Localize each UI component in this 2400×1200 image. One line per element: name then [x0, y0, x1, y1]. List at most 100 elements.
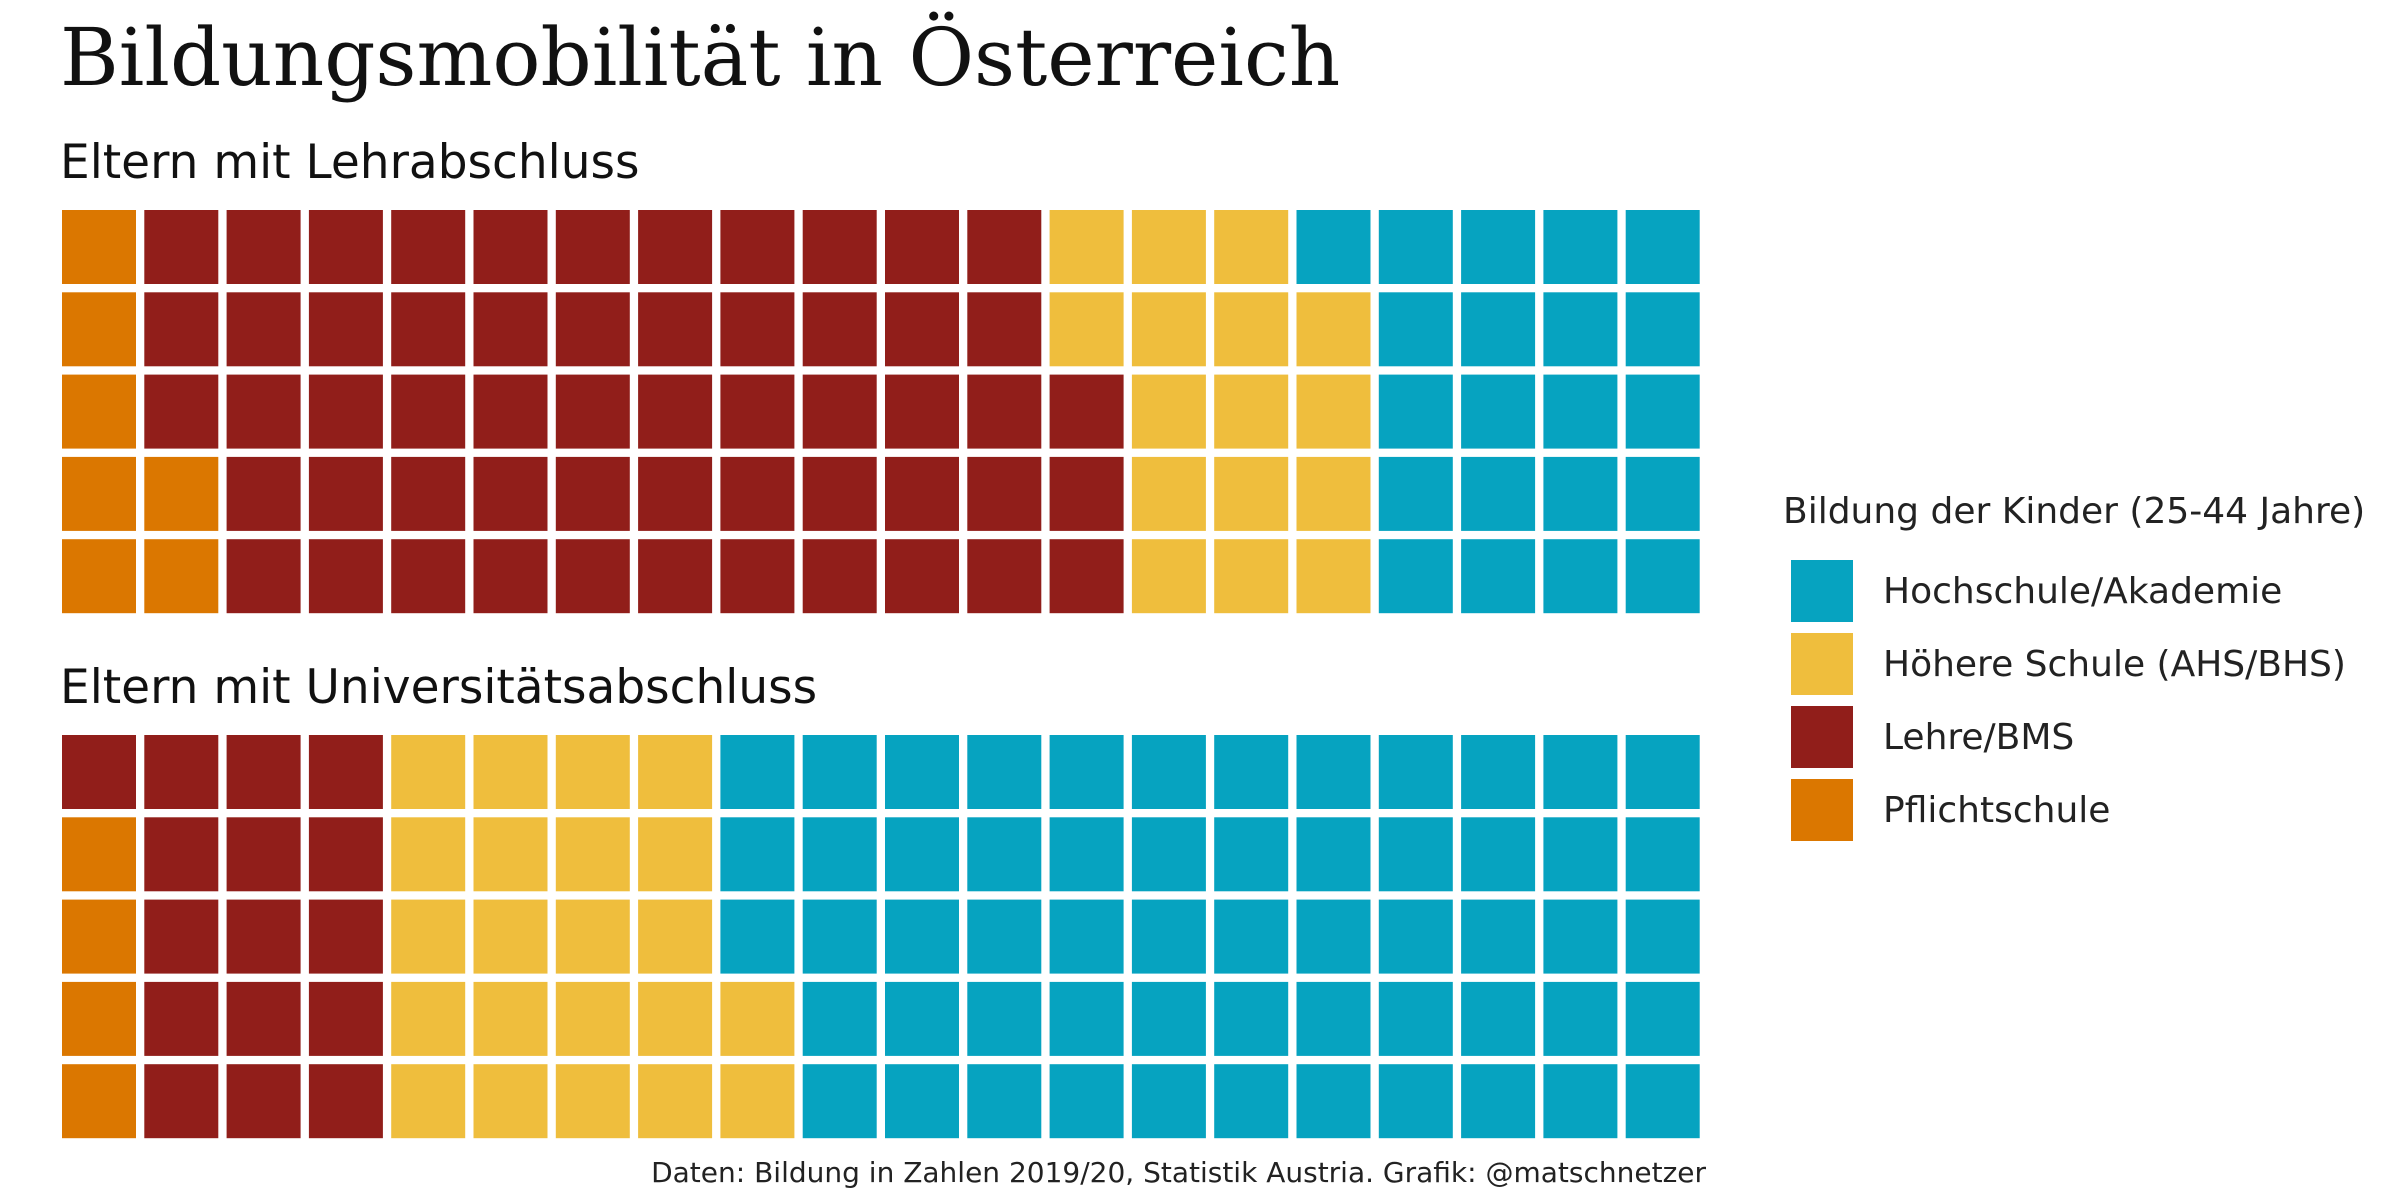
waffle-cell-hochschule [1379, 817, 1453, 891]
legend-swatch-lehre [1791, 706, 1853, 768]
waffle-cell-lehre [227, 900, 301, 974]
waffle-cell-lehre [309, 210, 383, 284]
waffle-cell-lehre [227, 457, 301, 531]
waffle-cell-hoehere [391, 1064, 465, 1138]
waffle-cell-lehre [144, 210, 218, 284]
waffle-cell-lehre [967, 457, 1041, 531]
waffle-cell-hoehere [1132, 457, 1206, 531]
waffle-cell-lehre [309, 1064, 383, 1138]
waffle-cell-hochschule [1543, 900, 1617, 974]
waffle-cell-hochschule [1461, 210, 1535, 284]
waffle-cell-lehre [227, 292, 301, 366]
waffle-cell-hochschule [1297, 817, 1371, 891]
waffle-cell-hoehere [1297, 375, 1371, 449]
waffle-cell-pflicht [62, 375, 136, 449]
waffle-cell-lehre [474, 457, 548, 531]
waffle-cell-lehre [391, 292, 465, 366]
waffle-cell-lehre [144, 292, 218, 366]
waffle-cell-lehre [967, 210, 1041, 284]
legend-label-hoehere-schule: Höhere Schule (AHS/BHS) [1883, 641, 2346, 689]
waffle-cell-hochschule [720, 900, 794, 974]
waffle-cell-pflicht [62, 1064, 136, 1138]
waffle-cell-hochschule [803, 1064, 877, 1138]
waffle-cell-hochschule [1214, 900, 1288, 974]
waffle-cell-lehre [885, 210, 959, 284]
waffle-cell-lehre [391, 539, 465, 613]
waffle-cell-pflicht [144, 457, 218, 531]
waffle-cell-hoehere [391, 735, 465, 809]
waffle-cell-hochschule [720, 817, 794, 891]
waffle-cell-hoehere [391, 817, 465, 891]
waffle-cell-pflicht [62, 900, 136, 974]
waffle-cell-hoehere [1214, 292, 1288, 366]
waffle-cell-lehre [638, 539, 712, 613]
waffle-cell-hochschule [1543, 292, 1617, 366]
panel-title-lehrabschluss: Eltern mit Lehrabschluss [60, 133, 640, 193]
waffle-cell-lehre [309, 292, 383, 366]
waffle-cell-hoehere [720, 1064, 794, 1138]
waffle-cell-hochschule [1543, 457, 1617, 531]
waffle-cell-lehre [474, 292, 548, 366]
legend-swatch-hoehere-schule [1791, 633, 1853, 695]
waffle-cell-lehre [227, 1064, 301, 1138]
waffle-cell-hochschule [885, 1064, 959, 1138]
waffle-cell-hochschule [967, 735, 1041, 809]
waffle-cell-lehre [309, 539, 383, 613]
waffle-cell-lehre [803, 457, 877, 531]
waffle-cell-hochschule [1132, 817, 1206, 891]
waffle-cell-lehre [803, 375, 877, 449]
page-title: Bildungsmobilität in Österreich [60, 8, 1340, 108]
waffle-cell-hochschule [967, 1064, 1041, 1138]
waffle-cell-hoehere [1297, 292, 1371, 366]
waffle-cell-hochschule [720, 735, 794, 809]
waffle-cell-hochschule [1543, 817, 1617, 891]
waffle-cell-hochschule [1626, 375, 1700, 449]
waffle-cell-lehre [638, 210, 712, 284]
waffle-cell-lehre [885, 375, 959, 449]
waffle-cell-hochschule [1050, 982, 1124, 1056]
waffle-cell-hoehere [391, 900, 465, 974]
waffle-cell-lehre [720, 539, 794, 613]
waffle-cell-hochschule [1132, 735, 1206, 809]
waffle-cell-hochschule [1297, 982, 1371, 1056]
waffle-cell-hoehere [1132, 375, 1206, 449]
waffle-cell-hochschule [885, 982, 959, 1056]
waffle-cell-hochschule [1050, 817, 1124, 891]
waffle-cell-lehre [227, 210, 301, 284]
waffle-cell-pflicht [62, 292, 136, 366]
waffle-cell-hochschule [1050, 1064, 1124, 1138]
waffle-cell-hochschule [967, 900, 1041, 974]
waffle-cell-lehre [556, 457, 630, 531]
waffle-cell-lehre [1050, 539, 1124, 613]
legend-label-pflichtschule: Pflichtschule [1883, 787, 2110, 835]
waffle-cell-hoehere [1050, 292, 1124, 366]
waffle-cell-hoehere [1132, 210, 1206, 284]
waffle-cell-lehre [885, 292, 959, 366]
waffle-cell-lehre [474, 539, 548, 613]
waffle-cell-lehre [638, 292, 712, 366]
waffle-cell-lehre [144, 817, 218, 891]
waffle-cell-lehre [1050, 457, 1124, 531]
waffle-cell-lehre [556, 292, 630, 366]
waffle-chart-lehrabschluss [58, 206, 1704, 617]
waffle-cell-hochschule [1379, 210, 1453, 284]
waffle-cell-hochschule [1461, 292, 1535, 366]
waffle-cell-hochschule [1297, 210, 1371, 284]
legend-title: Bildung der Kinder (25-44 Jahre) [1783, 488, 2365, 536]
waffle-cell-hochschule [885, 900, 959, 974]
waffle-cell-lehre [62, 735, 136, 809]
waffle-cell-hoehere [474, 817, 548, 891]
waffle-cell-hoehere [556, 982, 630, 1056]
waffle-cell-hochschule [1050, 900, 1124, 974]
waffle-cell-lehre [474, 210, 548, 284]
waffle-cell-lehre [227, 735, 301, 809]
waffle-cell-lehre [144, 1064, 218, 1138]
waffle-cell-hochschule [885, 735, 959, 809]
waffle-cell-hochschule [885, 817, 959, 891]
waffle-cell-hochschule [803, 735, 877, 809]
waffle-cell-lehre [556, 210, 630, 284]
legend-label-lehre: Lehre/BMS [1883, 714, 2074, 762]
legend-swatch-hochschule [1791, 560, 1853, 622]
waffle-cell-lehre [227, 539, 301, 613]
waffle-cell-hoehere [391, 982, 465, 1056]
